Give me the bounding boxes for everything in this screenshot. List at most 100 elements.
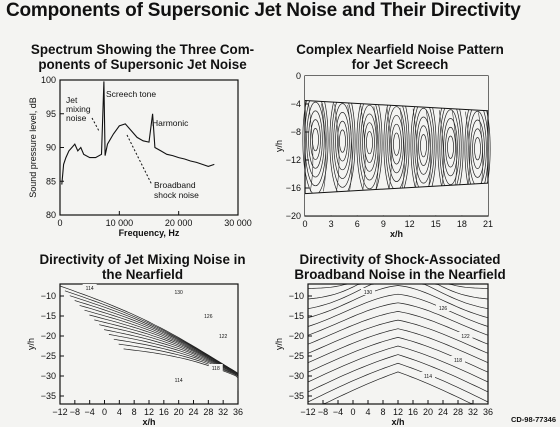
- spectrum-y-tick-label: 100: [41, 75, 56, 85]
- screech-x-tick-label: 9: [381, 219, 386, 229]
- screech-contour-line: [389, 115, 404, 174]
- mixing-contour-label-bg: [208, 364, 223, 371]
- mixing-chart-title: Directivity of Jet Mixing Noise in the N…: [10, 252, 275, 282]
- screech-x-tick-label: 12: [405, 219, 415, 229]
- broadband-x-tick-label: 16: [408, 407, 418, 417]
- broadband-contour-line: [307, 319, 489, 354]
- annotation-line: Jet: [66, 95, 78, 105]
- screech-contour-line: [360, 104, 379, 181]
- screech-contour-line: [334, 104, 340, 192]
- mixing-contour-label: 122: [219, 334, 228, 340]
- screech-contour-line: [310, 119, 321, 160]
- page-title: Components of Supersonic Jet Noise and T…: [6, 0, 521, 21]
- broadband-contour-label: 122: [461, 334, 470, 340]
- broadband-contour-label-bg: [436, 304, 450, 311]
- screech-contour-line: [472, 128, 483, 170]
- screech-contour-line: [386, 107, 392, 192]
- screech-contour-line: [308, 102, 314, 192]
- annotation-line: noise: [66, 113, 87, 123]
- screech-contour-line: [339, 129, 346, 153]
- screech-jet-region: [305, 76, 488, 111]
- screech-contour-line: [399, 107, 405, 192]
- broadband-contour-line: [307, 283, 489, 289]
- broadband-contour-label: 114: [424, 374, 432, 380]
- broadband-x-tick-label: 4: [365, 407, 370, 417]
- screech-contour-line: [445, 126, 456, 168]
- screech-contour-line: [468, 110, 487, 187]
- spectrum-y-tick-label: 80: [46, 210, 56, 220]
- mixing-contour-label-bg: [171, 376, 186, 383]
- screech-contour-group: [302, 76, 491, 216]
- broadband-contour-line: [307, 345, 489, 383]
- mixing-x-tick-label: −4: [85, 407, 95, 417]
- broadband-y-tick-label: −30: [289, 371, 304, 381]
- spectrum-y-tick-label: 90: [46, 143, 56, 153]
- broadband-contour-line: [307, 283, 489, 310]
- broadband-contour-label: 126: [439, 306, 448, 312]
- screech-contour-line: [364, 122, 375, 163]
- screech-contour-line: [443, 118, 458, 177]
- annotation-line: shock noise: [154, 190, 199, 200]
- mixing-y-tick-label: −20: [41, 331, 56, 341]
- mixing-contour-line: [108, 334, 239, 387]
- broadband-title-line-2: Broadband Noise in the Nearfield: [294, 267, 506, 282]
- mixing-x-tick-label: 16: [159, 407, 169, 417]
- spectrum-chart-title: Spectrum Showing the Three Com- ponents …: [10, 42, 275, 72]
- mixing-contour-label: 114: [175, 378, 183, 384]
- spectrum-x-tick-label: 30 000: [224, 218, 252, 228]
- mixing-y-tick-label: −35: [41, 391, 56, 401]
- document-id: CD-98-77346: [510, 415, 556, 424]
- annotation-jet-mixing-leader: [91, 117, 100, 132]
- spectrum-title-line-1: Spectrum Showing the Three Com-: [30, 42, 255, 57]
- mixing-x-tick-label: 24: [188, 407, 198, 417]
- annotation-screech-tone: Screech tone: [106, 89, 156, 99]
- screech-y-axis-label: y/h: [274, 140, 284, 152]
- mixing-y-axis-label: y/h: [26, 338, 36, 350]
- mixing-contour-group: [59, 284, 239, 391]
- mixing-x-tick-label: 8: [132, 407, 137, 417]
- screech-contour-line: [474, 137, 481, 161]
- broadband-x-tick-label: 8: [380, 407, 385, 417]
- broadband-x-tick-label: 32: [468, 407, 478, 417]
- broadband-x-tick-label: 28: [453, 407, 463, 417]
- screech-contour-line: [360, 105, 366, 192]
- broadband-contour-line: [307, 328, 489, 364]
- screech-title-line-2: for Jet Screech: [351, 57, 449, 72]
- broadband-x-tick-label: 0: [350, 407, 355, 417]
- spectrum-y-tick-label: 85: [46, 176, 56, 186]
- spectrum-x-tick-label: 10 000: [106, 218, 134, 228]
- screech-y-tick-label: −16: [286, 183, 301, 193]
- mixing-x-tick-label: 0: [102, 407, 107, 417]
- broadband-contour-label-bg: [458, 332, 473, 339]
- broadband-contour-label-bg: [361, 288, 375, 295]
- screech-contour-line: [387, 106, 406, 182]
- screech-contour-line: [466, 102, 489, 196]
- mixing-y-tick-label: −25: [41, 351, 56, 361]
- screech-contour-line: [418, 125, 429, 166]
- broadband-x-tick-label: −8: [318, 407, 328, 417]
- screech-contour-line: [447, 135, 454, 159]
- screech-y-tick-label: 0: [296, 71, 301, 81]
- annotation-broadband-leader: [126, 134, 153, 186]
- annotation-line: Broadband: [154, 180, 196, 190]
- broadband-x-axis-label: x/h: [391, 417, 404, 427]
- mixing-contour-line: [123, 348, 239, 391]
- broadband-x-tick-label: 24: [438, 407, 448, 417]
- screech-jet-boundary: [304, 100, 489, 112]
- screech-y-tick-label: −4: [291, 99, 301, 109]
- mixing-x-tick-label: 12: [144, 407, 154, 417]
- broadband-contour-line: [307, 285, 489, 319]
- broadband-x-tick-label: 12: [393, 407, 403, 417]
- broadband-contour-line: [307, 302, 489, 336]
- broadband-y-axis-label: y/h: [274, 338, 284, 350]
- broadband-contour-line: [307, 293, 489, 327]
- screech-contour-line: [306, 101, 325, 178]
- mixing-contour-line: [89, 314, 239, 382]
- mixing-x-tick-label: 28: [203, 407, 213, 417]
- broadband-contour-label: 130: [364, 290, 373, 296]
- broadband-x-tick-label: −12: [300, 407, 315, 417]
- broadband-y-tick-label: −20: [289, 331, 304, 341]
- screech-contour-line: [441, 109, 460, 185]
- spectrum-x-tick-label: 20 000: [165, 218, 193, 228]
- mixing-x-tick-label: 36: [233, 407, 243, 417]
